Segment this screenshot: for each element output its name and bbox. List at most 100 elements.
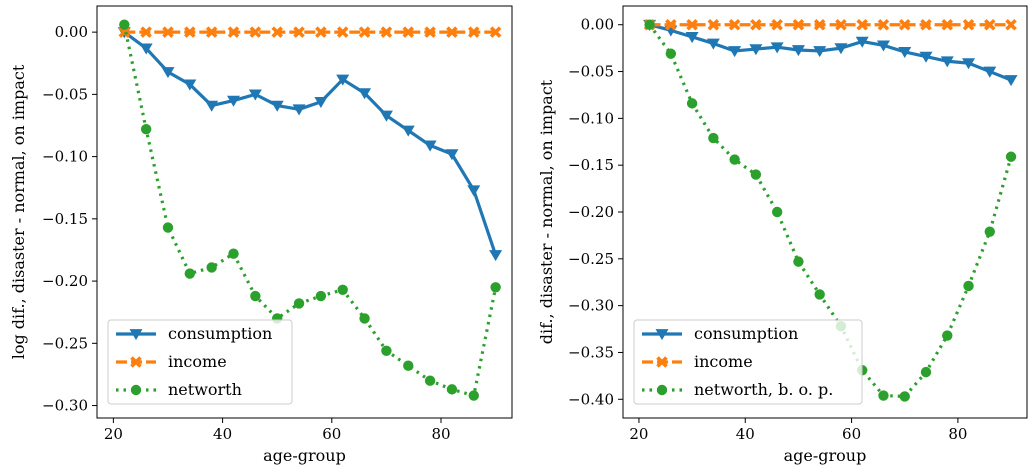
legend-marker	[130, 356, 142, 368]
x-tick-label: 20	[104, 425, 123, 443]
data-point	[227, 95, 241, 107]
data-point	[941, 18, 954, 31]
y-tick-label: −0.30	[568, 297, 614, 315]
legend-label: consumption	[694, 324, 798, 343]
x-tick-label: 80	[431, 425, 450, 443]
series-consumption	[643, 19, 1018, 87]
data-point	[271, 26, 283, 38]
x-tick-label: 60	[322, 425, 341, 443]
data-point	[940, 56, 954, 68]
data-point	[140, 124, 152, 135]
y-tick-label: −0.05	[568, 63, 614, 81]
legend: consumption income networth, b. o. p.	[633, 319, 863, 405]
data-point	[358, 88, 372, 100]
data-point	[184, 26, 196, 38]
data-point	[381, 345, 392, 356]
data-point	[468, 390, 479, 401]
data-point	[749, 44, 763, 56]
legend-marker	[129, 329, 143, 341]
data-point	[118, 26, 131, 38]
data-point	[729, 154, 740, 165]
data-point	[984, 18, 996, 31]
data-point	[490, 282, 501, 293]
series-networth	[119, 19, 501, 401]
data-point	[468, 26, 480, 38]
panel-right: 20 40 60 80 0.00 −0.05 −0.10 −0.15 −0.20 −0.25 −0.…	[537, 5, 1028, 465]
data-point	[856, 18, 868, 31]
data-point	[942, 330, 953, 341]
data-point	[403, 360, 414, 371]
data-point	[293, 26, 305, 38]
data-point	[771, 206, 783, 218]
data-point	[898, 47, 912, 59]
data-point	[835, 18, 847, 31]
series-networth-b-o-p	[644, 19, 1017, 402]
x-axis-label: age-group	[784, 446, 867, 465]
x-tick-label: 40	[736, 425, 755, 443]
data-point	[793, 256, 804, 267]
y-tick-label: 0.00	[55, 23, 88, 41]
data-point	[467, 185, 481, 197]
plot-area	[117, 19, 503, 401]
y-tick-label: −0.15	[568, 156, 614, 174]
data-point	[750, 18, 762, 31]
data-point	[963, 280, 974, 292]
data-point	[686, 18, 698, 31]
data-point	[423, 140, 437, 152]
y-tick-label: −0.25	[42, 334, 88, 352]
legend-label: income	[168, 352, 227, 371]
y-tick-label: −0.40	[568, 390, 614, 408]
data-point	[249, 26, 262, 38]
data-point	[119, 19, 130, 30]
data-point	[162, 222, 174, 233]
data-point	[315, 290, 327, 302]
data-point	[708, 132, 719, 144]
data-point	[250, 290, 261, 302]
y-tick-label: −0.20	[568, 203, 614, 221]
data-point	[855, 36, 869, 48]
data-point	[314, 96, 328, 109]
data-point	[227, 26, 240, 38]
y-tick-label: −0.05	[42, 85, 88, 103]
data-point	[792, 18, 805, 31]
x-tick-label: 80	[948, 425, 967, 443]
legend-marker	[656, 356, 668, 368]
data-point	[665, 48, 677, 59]
data-point	[139, 43, 153, 55]
data-point	[228, 248, 239, 259]
data-point	[962, 18, 975, 31]
data-point	[380, 26, 393, 38]
series-consumption	[117, 27, 503, 262]
y-axis-label: dif., disaster - normal, on impact	[537, 79, 556, 344]
data-point	[1005, 18, 1017, 31]
data-point	[728, 46, 742, 58]
data-point	[337, 284, 348, 295]
series-income	[118, 26, 502, 38]
data-point	[876, 40, 890, 52]
plot-area	[643, 18, 1018, 402]
y-tick-label: −0.20	[42, 272, 88, 290]
data-point	[445, 149, 459, 161]
data-point	[184, 268, 196, 279]
data-point	[292, 104, 306, 116]
data-point	[206, 262, 217, 273]
data-point	[878, 390, 889, 401]
data-point	[899, 391, 910, 402]
x-tick-label: 60	[842, 425, 861, 443]
legend-marker	[656, 384, 668, 396]
data-point	[920, 18, 932, 31]
legend-box	[633, 319, 863, 405]
y-tick-label: 0.00	[581, 16, 614, 34]
legend-marker	[655, 329, 669, 341]
data-point	[336, 26, 349, 38]
x-tick-label: 20	[629, 425, 648, 443]
data-point	[685, 32, 699, 44]
data-point	[983, 66, 997, 78]
data-point	[489, 250, 503, 262]
data-point	[834, 43, 848, 55]
data-point	[379, 110, 393, 122]
legend-label: networth	[168, 380, 242, 399]
data-point	[770, 42, 784, 54]
y-tick-label: −0.35	[568, 343, 614, 361]
data-point	[771, 18, 783, 31]
